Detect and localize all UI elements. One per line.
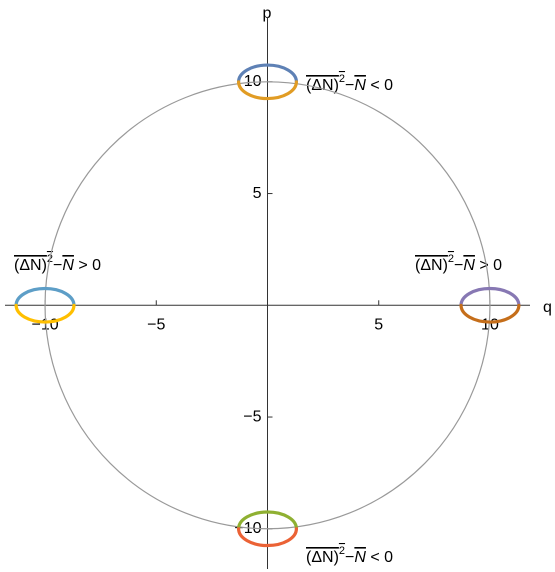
half-ellipse [236, 80, 299, 101]
annotation-mean: N [354, 549, 366, 566]
annotation: (ΔN)2−N > 0 [415, 253, 502, 274]
annotation-minus: − [345, 549, 354, 566]
half-ellipse [14, 303, 76, 324]
y-tick-label: 5 [253, 185, 262, 202]
half-ellipse [459, 303, 521, 324]
x-tick-label: −5 [147, 317, 165, 334]
annotation-relation: < 0 [366, 77, 393, 94]
annotation-exp: 2 [339, 73, 345, 85]
half-ellipse [236, 510, 299, 531]
annotation: (ΔN)2−N > 0 [14, 253, 101, 274]
annotation: (ΔN)2−N < 0 [306, 73, 393, 94]
annotation-relation: > 0 [475, 257, 502, 274]
annotation-minus: − [454, 257, 463, 274]
annotation-mean: N [354, 77, 366, 94]
half-ellipse [236, 527, 299, 547]
annotation-mean: N [62, 257, 74, 274]
half-ellipse [459, 286, 521, 307]
annotation-exp: 2 [448, 253, 454, 265]
annotation-mean: N [463, 257, 475, 274]
half-ellipse [236, 63, 299, 84]
half-ellipse [14, 286, 76, 307]
annotation-base: (ΔN) [306, 549, 339, 566]
annotation-base: (ΔN) [415, 257, 448, 274]
y-tick-label: 10 [244, 73, 262, 90]
y-tick-label: −5 [243, 408, 261, 425]
annotation-exp: 2 [339, 545, 345, 557]
annotation-base: (ΔN) [306, 77, 339, 94]
annotation-minus: − [345, 77, 354, 94]
y-axis-label: p [263, 5, 272, 22]
annotation: (ΔN)2−N < 0 [306, 545, 393, 566]
annotation-relation: < 0 [366, 549, 393, 566]
annotation-base: (ΔN) [14, 257, 47, 274]
x-tick-label: 5 [374, 317, 383, 334]
circle [44, 81, 491, 530]
x-axis-label: q [543, 299, 552, 316]
annotation-minus: − [53, 257, 62, 274]
annotation-relation: > 0 [74, 257, 101, 274]
